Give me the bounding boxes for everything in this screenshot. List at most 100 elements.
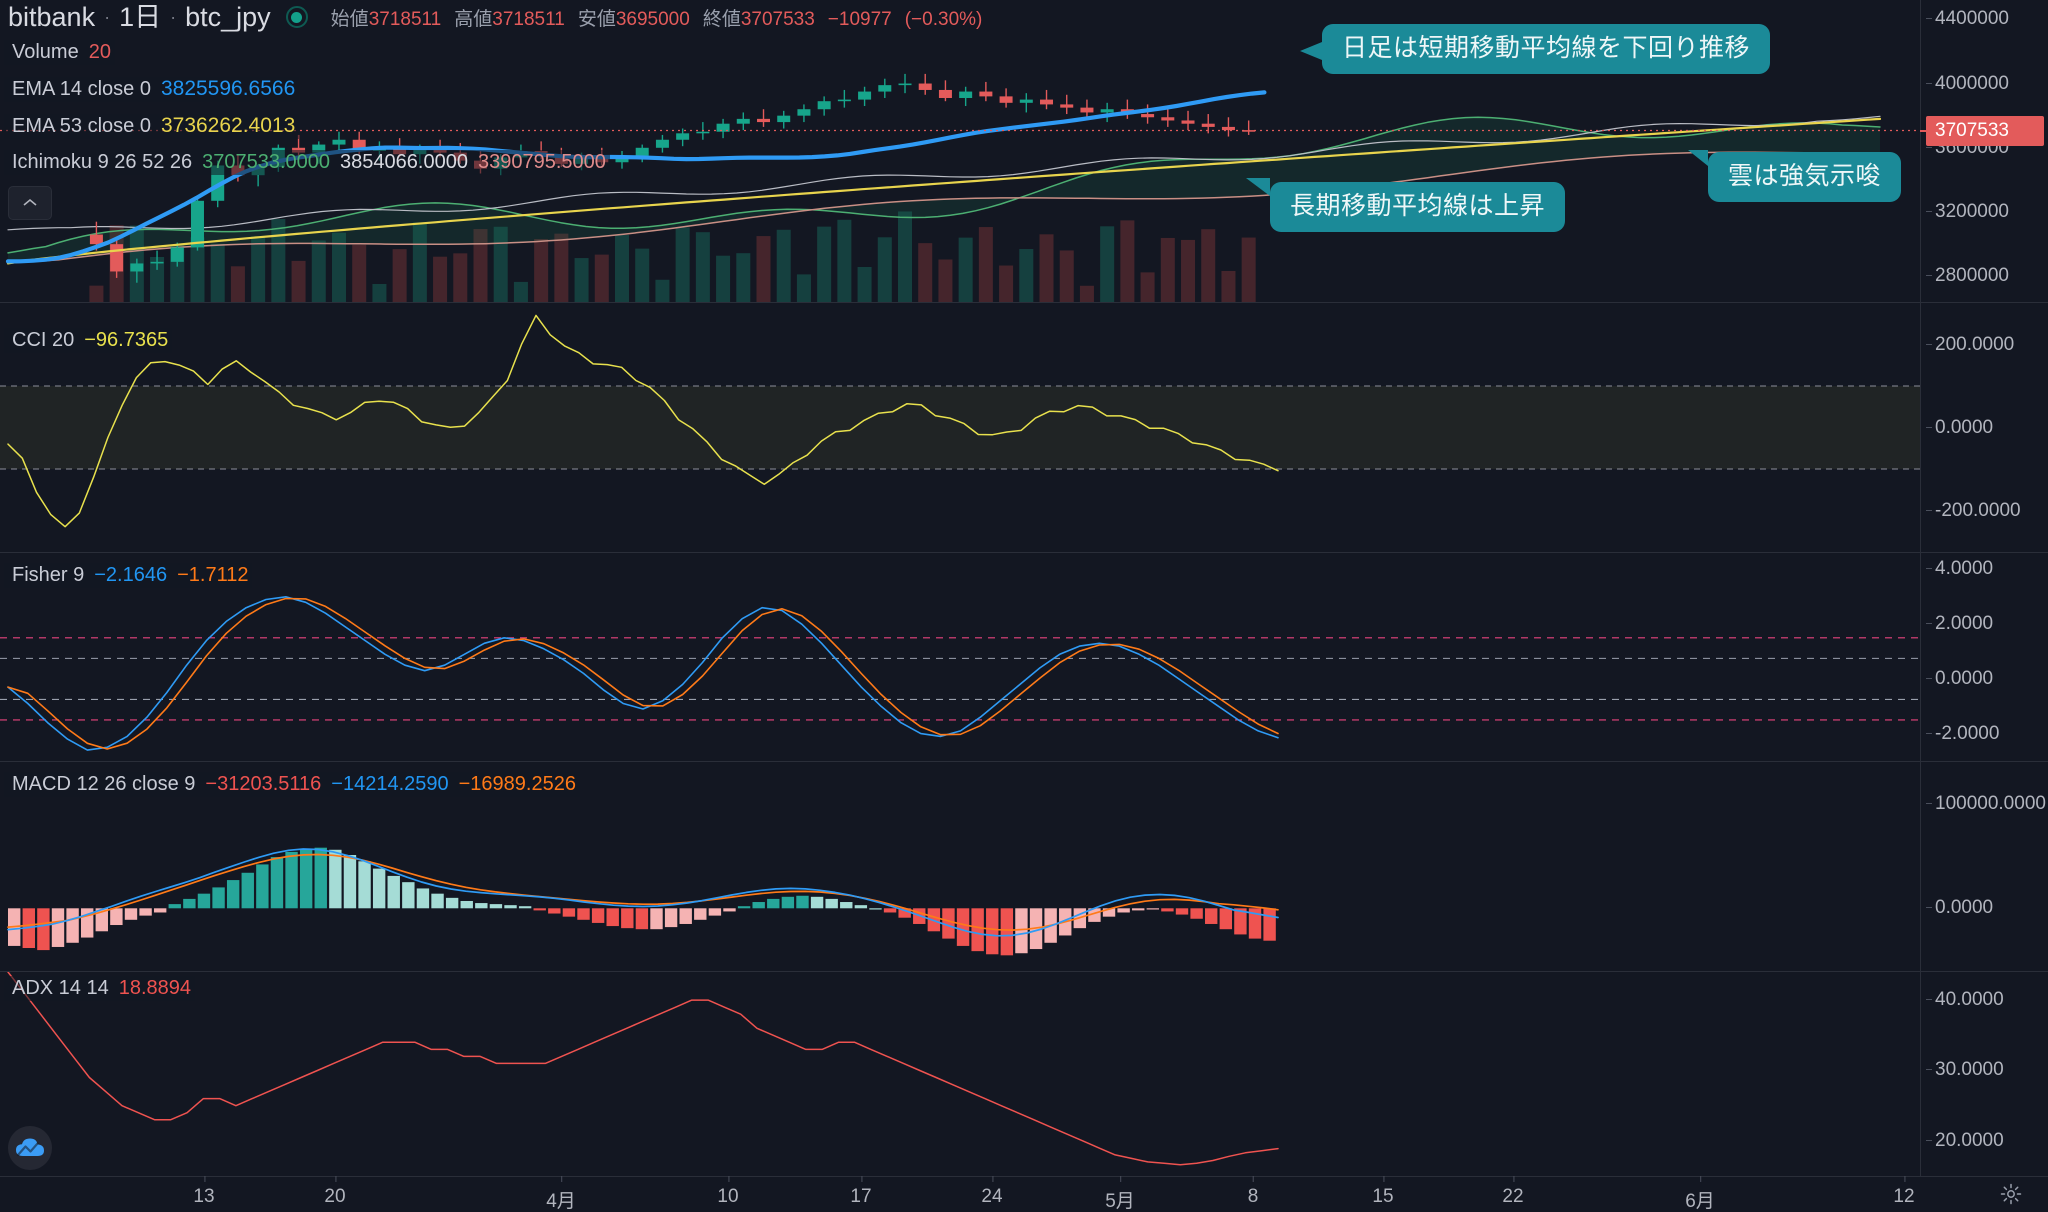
legend-fisher-value: −2.1646 <box>94 564 168 586</box>
legend-macd-hist: −31203.5116 <box>205 773 322 795</box>
legend-fisher-name: Fisher 9 <box>12 564 85 586</box>
ohlc-high-value: 3718511 <box>492 8 565 30</box>
cloud-chart-icon <box>16 1138 44 1157</box>
macd-plot <box>7 847 1279 956</box>
tradingview-cloud-logo[interactable] <box>8 1126 52 1170</box>
ohlc-close-label: 終値 <box>702 8 741 30</box>
legend-macd-name: MACD 12 26 close 9 <box>12 773 196 795</box>
time-axis-label: 10 <box>717 1176 739 1207</box>
time-axis-label: 12 <box>1893 1176 1915 1207</box>
scale-tick-cci: 0.0000 <box>1925 416 1994 438</box>
scale-tick-price: 4000000 <box>1926 72 2009 94</box>
legend-cci-value: −96.7365 <box>84 329 169 351</box>
legend-volume[interactable]: Volume 20 <box>4 40 115 65</box>
scale-tick-fisher: -2.0000 <box>1925 722 2000 744</box>
time-axis-label: 4月 <box>546 1176 576 1212</box>
legend-macd-line: −14214.2590 <box>331 773 449 795</box>
time-axis[interactable]: 13 20 4月 10 17 24 5月 8 15 22 6月 12 <box>0 1176 2048 1212</box>
scale-tick-price: 2800000 <box>1926 265 2009 287</box>
adx-pane[interactable] <box>0 972 1920 1176</box>
settings-button[interactable] <box>2000 1183 2022 1205</box>
status-dot-icon <box>285 6 308 28</box>
legend-ichimoku-kijun: 3854066.0000 <box>340 151 468 173</box>
time-axis-label: 24 <box>981 1176 1003 1207</box>
scale-tick-adx: 40.0000 <box>1926 989 2004 1011</box>
scale-tick-cci: 200.0000 <box>1925 333 2015 355</box>
last-price-tick <box>1920 129 1927 132</box>
ohlc-open-value: 3718511 <box>368 8 442 30</box>
last-price-badge[interactable]: 3707533 <box>1926 115 2044 146</box>
scale-tick-price: 3200000 <box>1926 201 2009 223</box>
ohlc-low-value: 3695000 <box>615 8 690 30</box>
callout-short-ma-text: 日足は短期移動平均線を下回り推移 <box>1342 34 1751 62</box>
symbol-name[interactable]: btc_jpy <box>185 2 271 32</box>
scale-tick-fisher: 4.0000 <box>1925 558 1994 580</box>
ohlc-low-label: 安値 <box>577 8 616 30</box>
gear-icon <box>2000 1183 2022 1205</box>
scale-tick-adx: 20.0000 <box>1926 1129 2004 1151</box>
legend-ichimoku[interactable]: Ichimoku 9 26 52 26 3707533.0000 3854066… <box>4 150 610 175</box>
time-axis-label: 15 <box>1372 1176 1394 1207</box>
legend-adx-value: 18.8894 <box>118 977 192 999</box>
legend-fisher[interactable]: Fisher 9 −2.1646 −1.7112 <box>4 563 253 588</box>
legend-ichimoku-tenkan: 3707533.0000 <box>202 151 331 173</box>
legend-macd-signal: −16989.2526 <box>458 773 576 795</box>
ohlc-values: 始値3718511 高値3718511 安値3695000 終値3707533 … <box>331 4 983 31</box>
exchange-name[interactable]: bitbank <box>8 2 96 32</box>
fisher-plot <box>0 595 1920 751</box>
collapse-pane-button[interactable] <box>8 186 52 220</box>
legend-volume-name: Volume <box>12 41 79 63</box>
time-axis-label: 17 <box>850 1176 872 1207</box>
adx-plot <box>7 972 1279 1166</box>
legend-ema53-value: 3736262.4013 <box>160 114 296 137</box>
time-axis-label: 5月 <box>1105 1176 1135 1212</box>
time-axis-label: 20 <box>324 1176 346 1207</box>
legend-ema53[interactable]: EMA 53 close 0 3736262.4013 <box>4 114 300 139</box>
scale-tick-fisher: 2.0000 <box>1925 613 1994 635</box>
legend-volume-value: 20 <box>88 41 111 63</box>
price-scale[interactable]: 4400000 4000000 3600000 3200000 2800000 200.0… <box>1920 0 2048 1176</box>
legend-adx-name: ADX 14 14 <box>12 977 109 999</box>
callout-long-ma-text: 長期移動平均線は上昇 <box>1290 192 1546 220</box>
legend-ema53-name: EMA 53 close 0 <box>12 115 151 137</box>
legend-ema14-name: EMA 14 close 0 <box>12 78 151 100</box>
header-sep-2: · <box>170 6 177 27</box>
scale-tick-fisher: 0.0000 <box>1925 667 1994 689</box>
legend-ichimoku-span: 3390795.5000 <box>477 151 606 173</box>
legend-adx[interactable]: ADX 14 14 18.8894 <box>4 976 196 1001</box>
ohlc-open-label: 始値 <box>330 8 369 30</box>
ohlc-high-label: 高値 <box>454 8 493 30</box>
callout-short-ma[interactable]: 日足は短期移動平均線を下回り推移 <box>1300 24 1771 74</box>
scale-tick-macd: 100000.0000 <box>1926 792 2046 814</box>
macd-pane[interactable] <box>0 762 1920 971</box>
legend-ichimoku-name: Ichimoku 9 26 52 26 <box>12 151 193 173</box>
legend-ema14[interactable]: EMA 14 close 0 3825596.6566 <box>4 77 300 102</box>
scale-tick-cci: -200.0000 <box>1926 499 2021 521</box>
legend-macd[interactable]: MACD 12 26 close 9 −31203.5116 −14214.25… <box>4 772 580 797</box>
ohlc-change-pct: (−0.30%) <box>904 8 983 30</box>
scale-tick-adx: 30.0000 <box>1926 1059 2004 1081</box>
legend-cci-name: CCI 20 <box>12 329 75 351</box>
time-axis-label: 13 <box>193 1176 215 1207</box>
scale-tick-macd: 0.0000 <box>1925 897 1994 919</box>
fisher-pane[interactable] <box>0 553 1920 761</box>
legend-fisher-trigger: −1.7112 <box>177 564 249 586</box>
time-axis-label: 22 <box>1502 1176 1524 1207</box>
ohlc-change: −10977 <box>827 8 892 30</box>
cci-plot <box>0 314 1920 528</box>
interval-label[interactable]: 1日 <box>119 2 162 32</box>
ohlc-close-value: 3707533 <box>740 8 815 30</box>
header-sep-1: · <box>104 6 111 27</box>
chart-header: bitbank · 1日 · btc_jpy 始値3718511 高値37185… <box>8 2 982 32</box>
callout-long-ma[interactable]: 長期移動平均線は上昇 <box>1246 178 1566 232</box>
callout-cloud[interactable]: 雲は強気示唆 <box>1688 150 1902 202</box>
cci-pane[interactable] <box>0 303 1920 552</box>
scale-tick-price: 4400000 <box>1926 8 2009 30</box>
legend-ema14-value: 3825596.6566 <box>160 77 296 100</box>
time-axis-label: 6月 <box>1685 1176 1715 1212</box>
legend-cci[interactable]: CCI 20 −96.7365 <box>4 328 173 353</box>
chevron-up-icon <box>23 198 37 206</box>
time-axis-label: 8 <box>1247 1176 1259 1207</box>
callout-cloud-text: 雲は強気示唆 <box>1728 162 1882 190</box>
